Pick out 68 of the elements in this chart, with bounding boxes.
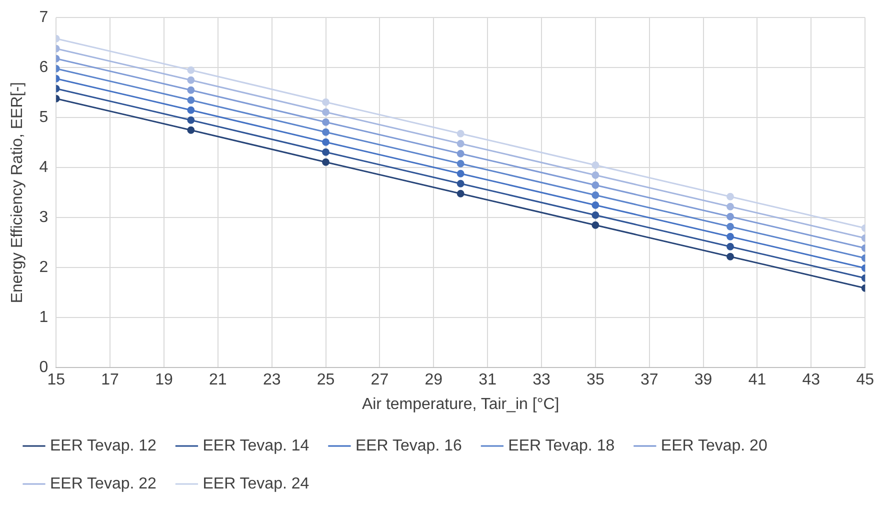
point [592, 221, 600, 229]
legend-label: EER Tevap. 24 [202, 475, 310, 492]
y-tick-label: 6 [39, 59, 48, 76]
point [726, 242, 734, 250]
point [456, 160, 464, 168]
x-tick-label: 25 [316, 372, 335, 389]
point [187, 106, 195, 114]
point [322, 98, 330, 106]
point [726, 222, 734, 230]
point [322, 158, 330, 166]
point [322, 128, 330, 136]
point [187, 126, 195, 134]
point [322, 138, 330, 146]
y-tick-label: 0 [39, 359, 48, 376]
legend-label: EER Tevap. 18 [508, 437, 615, 454]
x-tick-label: 37 [640, 372, 658, 389]
y-tick-label: 5 [39, 109, 48, 126]
x-tick-label: 23 [262, 372, 281, 389]
y-tick-label: 4 [39, 159, 48, 176]
point [187, 66, 195, 74]
point [456, 130, 464, 138]
x-axis-title: Air temperature, Tair_in [°C] [362, 396, 560, 413]
point [456, 170, 464, 178]
legend-label: EER Tevap. 12 [50, 437, 157, 454]
point [187, 86, 195, 94]
legend-label: EER Tevap. 22 [50, 475, 157, 492]
y-tick-label: 7 [39, 9, 48, 26]
point [187, 116, 195, 124]
point [322, 118, 330, 126]
point [592, 181, 600, 189]
x-tick-label: 43 [802, 372, 820, 389]
point [456, 150, 464, 158]
legend-label: EER Tevap. 14 [202, 437, 310, 454]
point [592, 211, 600, 219]
point [726, 192, 734, 200]
x-tick-label: 19 [155, 372, 173, 389]
x-tick-label: 31 [478, 372, 497, 389]
x-tick-label: 27 [370, 372, 389, 389]
legend-label: EER Tevap. 16 [355, 437, 462, 454]
point [592, 161, 600, 169]
x-tick-label: 39 [694, 372, 712, 389]
y-tick-label: 1 [39, 309, 48, 326]
point [726, 202, 734, 210]
x-tick-label: 35 [586, 372, 604, 389]
point [726, 232, 734, 240]
x-tick-label: 45 [856, 372, 874, 389]
y-axis-title: Energy Efficiency Ratio, EER[-] [9, 82, 26, 304]
x-tick-label: 33 [532, 372, 550, 389]
point [456, 190, 464, 198]
y-tick-label: 3 [39, 209, 48, 226]
y-tick-label: 2 [39, 259, 48, 276]
legend-label: EER Tevap. 20 [660, 437, 768, 454]
point [322, 148, 330, 156]
point [456, 180, 464, 188]
point [726, 252, 734, 260]
x-tick-label: 15 [47, 372, 66, 389]
x-tick-label: 41 [748, 372, 766, 389]
point [322, 108, 330, 116]
point [456, 140, 464, 148]
x-tick-label: 17 [101, 372, 120, 389]
point [592, 171, 600, 179]
point [187, 76, 195, 84]
point [187, 96, 195, 104]
x-tick-label: 21 [209, 372, 227, 389]
point [592, 201, 600, 209]
x-tick-label: 29 [424, 372, 443, 389]
point [726, 212, 734, 220]
point [592, 191, 600, 199]
